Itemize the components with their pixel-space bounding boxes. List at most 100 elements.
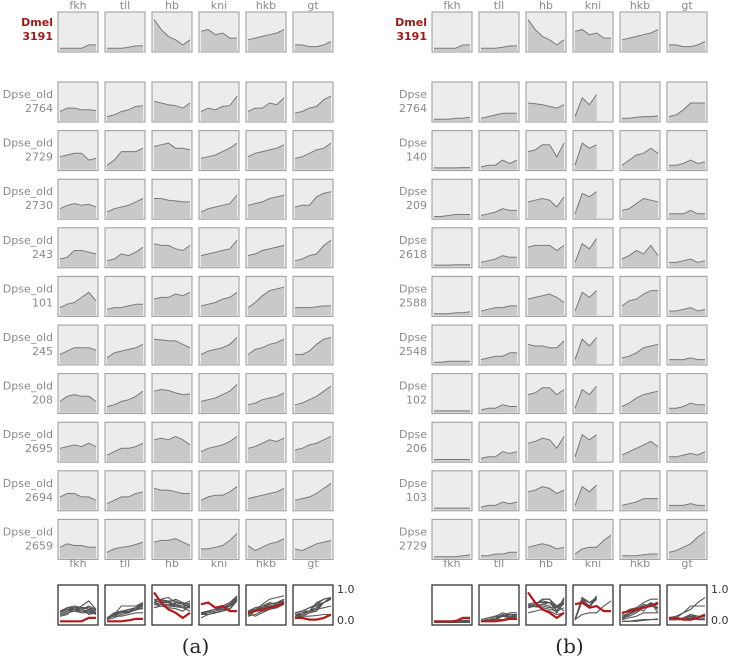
summary-line — [668, 597, 706, 619]
profile-245-hb — [151, 324, 193, 366]
profile-line — [106, 105, 144, 118]
column-footer-hkb: hkb — [256, 557, 276, 570]
profile-area — [669, 259, 705, 267]
row-label-id: 102 — [406, 394, 427, 407]
reference-profile-fkh — [57, 11, 99, 53]
profile-area — [154, 143, 190, 170]
row-label-id: 2730 — [25, 199, 53, 212]
reference-profile-hkb — [245, 11, 287, 53]
profile-area — [669, 41, 705, 51]
column-footer-gt: gt — [681, 557, 693, 570]
profile-area — [528, 245, 564, 267]
profile-140-tll — [478, 130, 520, 172]
profile-area — [481, 113, 517, 121]
profile-area — [107, 391, 143, 413]
profile-209-kni — [572, 178, 614, 220]
profile-area — [248, 29, 284, 51]
profile-area — [481, 255, 517, 267]
profile-line — [294, 385, 332, 406]
column-footer-hkb: hkb — [630, 557, 650, 570]
profile-line — [574, 484, 597, 506]
profile-area — [528, 294, 564, 316]
profile-line — [621, 244, 659, 260]
profile-area — [669, 403, 705, 413]
profile-2548-fkh — [431, 324, 473, 366]
profile-area — [622, 344, 658, 364]
row-label-id: 2588 — [399, 296, 427, 309]
profile-area — [107, 344, 143, 364]
profile-206-hkb — [619, 421, 661, 463]
profile-line — [669, 503, 705, 506]
profile-103-hb — [525, 470, 567, 512]
profile-2659-hb — [151, 518, 193, 560]
profile-area — [622, 198, 658, 219]
profile-line — [480, 404, 517, 411]
profile-line — [527, 102, 565, 109]
profile-line — [107, 45, 143, 49]
profile-box — [619, 518, 661, 560]
profile-box — [431, 81, 473, 123]
profile-area — [60, 347, 96, 364]
profile-line — [247, 97, 285, 112]
profile-101-kni — [198, 275, 240, 317]
summary-reference-line — [107, 617, 143, 623]
profile-area — [481, 208, 517, 219]
profile-area — [154, 243, 190, 267]
profile-2764-kni — [198, 81, 240, 123]
profile-2694-kni — [198, 470, 240, 512]
profile-area — [295, 191, 331, 219]
profile-area — [154, 198, 190, 219]
profile-box — [431, 470, 473, 512]
profile-area — [107, 45, 143, 51]
row-label-id: 243 — [32, 248, 53, 261]
profile-area — [107, 247, 143, 267]
row-label-name: Dpse — [399, 234, 427, 247]
profile-245-tll — [104, 324, 146, 366]
profile-2694-tll — [104, 470, 146, 512]
profile-area — [528, 19, 564, 51]
profile-2548-tll — [478, 324, 520, 366]
summary-line — [574, 600, 612, 621]
profile-line — [294, 95, 332, 114]
profile-2618-hkb — [619, 227, 661, 269]
column-header-hb: hb — [165, 0, 179, 12]
profile-2729-hb — [151, 130, 193, 172]
profile-2729-gt — [666, 518, 708, 560]
profile-2729-gt — [292, 130, 334, 172]
profile-206-kni — [572, 421, 614, 463]
summary-line — [153, 603, 191, 612]
profile-line — [153, 100, 191, 109]
profile-area — [60, 250, 96, 267]
profile-208-tll — [104, 373, 146, 415]
profile-line — [153, 338, 191, 349]
profile-line — [153, 291, 191, 300]
profile-line — [480, 255, 517, 263]
profile-box — [478, 11, 520, 53]
profile-area — [481, 404, 517, 413]
profile-line — [247, 437, 285, 449]
profile-line — [622, 553, 658, 557]
profile-area — [528, 103, 564, 121]
summary-reference-line — [247, 601, 285, 614]
profile-line — [669, 258, 706, 263]
column-footer-fkh: fkh — [69, 557, 86, 570]
profile-line — [480, 451, 518, 459]
profile-102-tll — [478, 373, 520, 415]
summary-line — [294, 597, 332, 616]
profile-area — [481, 45, 517, 51]
profile-2588-fkh — [431, 275, 473, 317]
profile-line — [527, 340, 565, 349]
profile-line — [294, 482, 332, 501]
profile-area — [248, 245, 284, 267]
row-label-name: Dpse — [399, 185, 427, 198]
profile-line — [294, 539, 332, 552]
profile-area — [248, 287, 284, 316]
profile-line — [59, 493, 97, 501]
profile-box — [619, 81, 661, 123]
profile-2764-hkb — [619, 81, 661, 123]
profile-line — [247, 194, 285, 206]
profile-103-fkh — [431, 470, 473, 512]
summary-fkh — [57, 584, 99, 626]
profile-line — [201, 533, 238, 550]
profile-line — [247, 338, 285, 355]
